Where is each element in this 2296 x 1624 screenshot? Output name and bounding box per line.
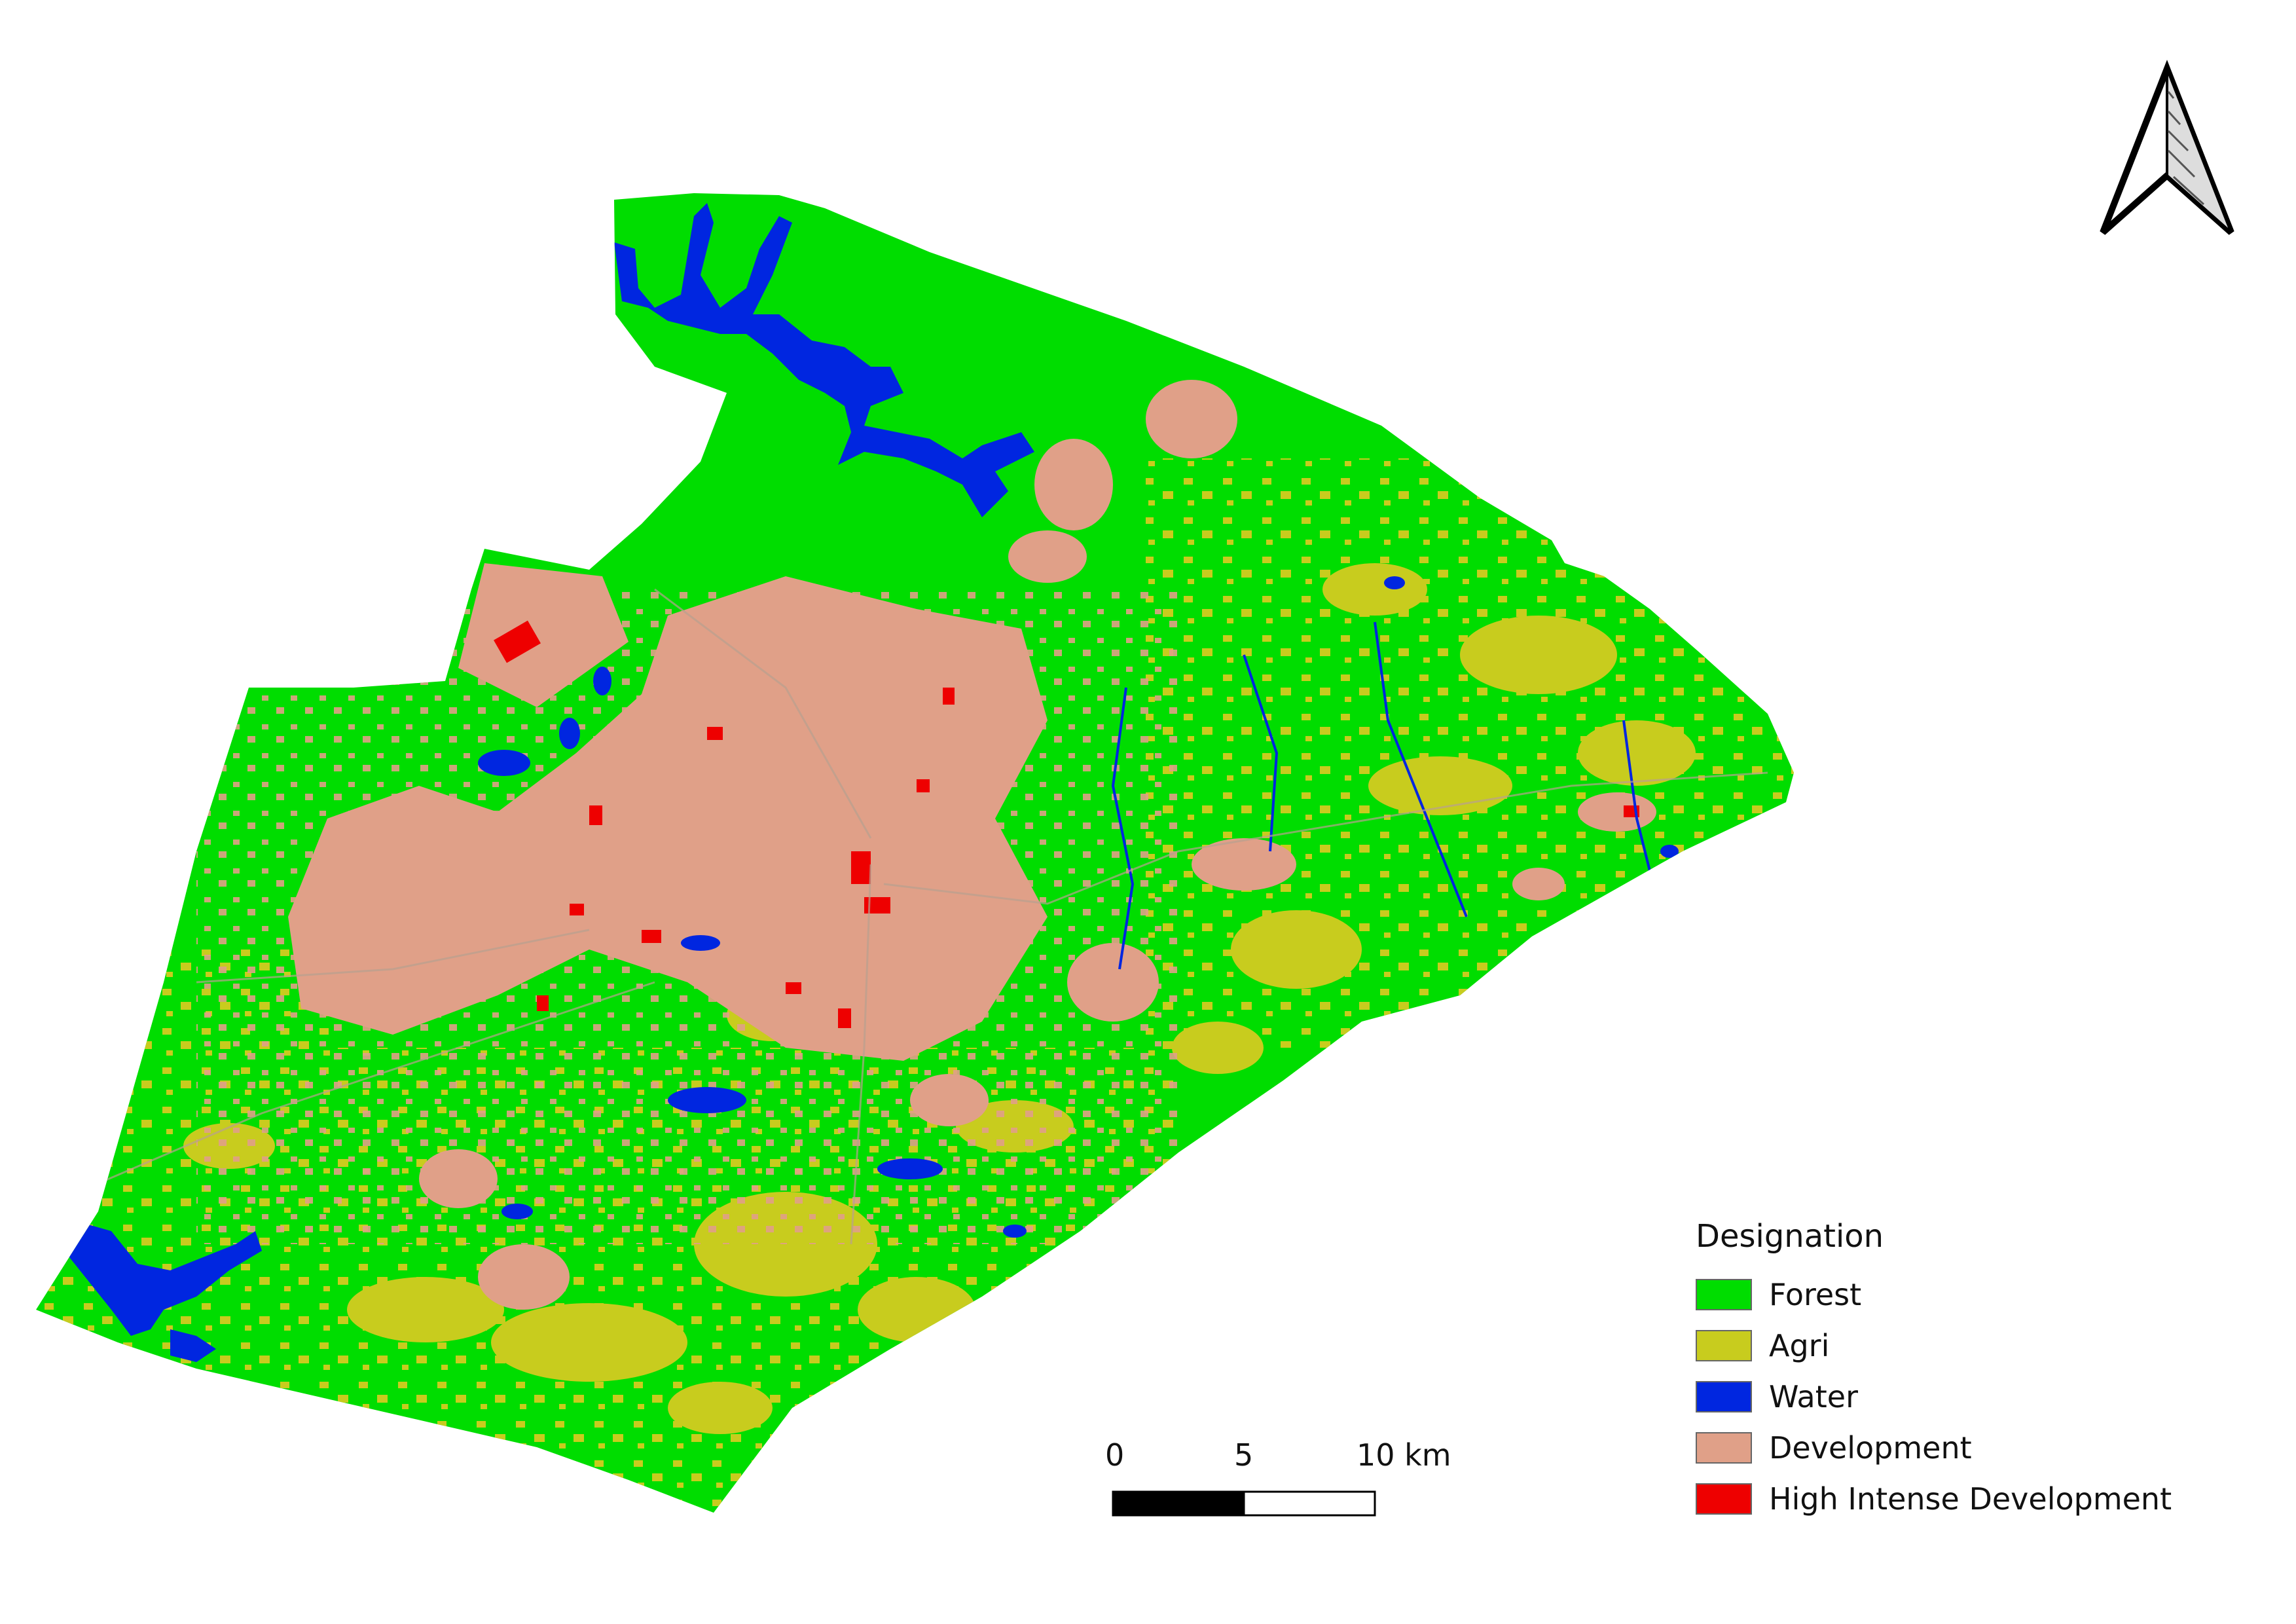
north-arrow-icon bbox=[2100, 60, 2234, 235]
legend-item-high-intense-development: High Intense Development bbox=[1696, 1473, 2172, 1524]
streams bbox=[1111, 621, 1651, 970]
scale-bar bbox=[1112, 1490, 1376, 1517]
scale-label-0: 0 bbox=[1105, 1437, 1125, 1473]
legend-label-high-intense-development: High Intense Development bbox=[1769, 1481, 2172, 1517]
legend-title: Designation bbox=[1696, 1218, 1884, 1255]
legend-item-development: Development bbox=[1696, 1422, 2172, 1473]
scale-label-5: 5 bbox=[1234, 1437, 1254, 1473]
scale-label-10km: 10 km bbox=[1357, 1437, 1451, 1473]
legend: Designation Forest Agri Water Developmen… bbox=[1696, 1218, 2172, 1524]
legend-item-water: Water bbox=[1696, 1371, 2172, 1422]
high-intense-development bbox=[494, 620, 1639, 1028]
legend-label-water: Water bbox=[1769, 1379, 1858, 1414]
scale-bar-segment-1 bbox=[1112, 1490, 1245, 1517]
road-network bbox=[78, 588, 1768, 1245]
legend-swatch-high-intense-development bbox=[1696, 1483, 1752, 1515]
legend-swatch-development bbox=[1696, 1432, 1752, 1464]
water-bodies bbox=[59, 203, 1679, 1362]
scale-bar-segment-2 bbox=[1243, 1490, 1376, 1517]
legend-label-agri: Agri bbox=[1769, 1328, 1830, 1363]
legend-swatch-water bbox=[1696, 1381, 1752, 1412]
legend-swatch-agri bbox=[1696, 1330, 1752, 1361]
legend-item-forest: Forest bbox=[1696, 1269, 2172, 1320]
legend-label-forest: Forest bbox=[1769, 1277, 1862, 1312]
legend-swatch-forest bbox=[1696, 1279, 1752, 1310]
development-texture bbox=[196, 589, 1178, 1244]
legend-item-agri: Agri bbox=[1696, 1320, 2172, 1371]
legend-label-development: Development bbox=[1769, 1430, 1972, 1466]
